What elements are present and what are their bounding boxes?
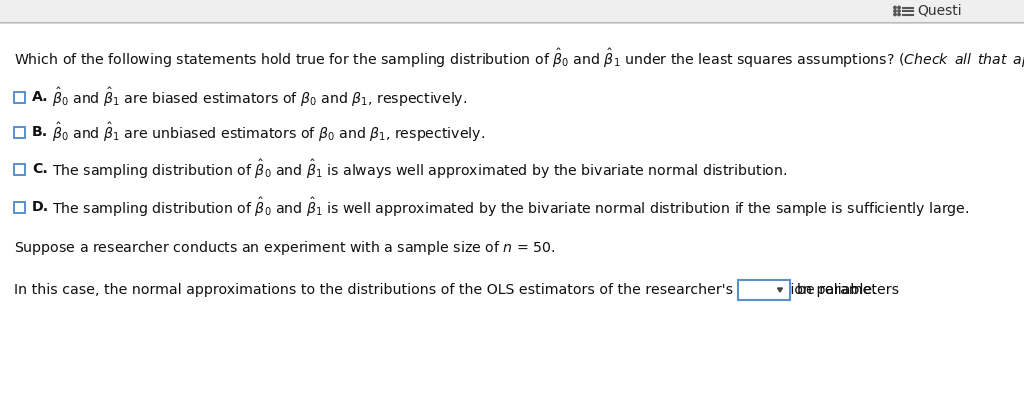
Text: C.: C. bbox=[32, 162, 48, 176]
Text: Which of the following statements hold true for the sampling distribution of $\h: Which of the following statements hold t… bbox=[14, 47, 1024, 70]
Bar bbox=[14, 127, 25, 138]
Text: Questi: Questi bbox=[918, 4, 962, 18]
Text: $\hat{\beta}_0$ and $\hat{\beta}_1$ are unbiased estimators of $\beta_0$ and $\b: $\hat{\beta}_0$ and $\hat{\beta}_1$ are … bbox=[52, 120, 485, 143]
Text: A.: A. bbox=[32, 90, 48, 104]
Circle shape bbox=[898, 13, 900, 16]
Circle shape bbox=[894, 10, 896, 12]
Bar bbox=[738, 280, 790, 300]
Text: $\hat{\beta}_0$ and $\hat{\beta}_1$ are biased estimators of $\beta_0$ and $\bet: $\hat{\beta}_0$ and $\hat{\beta}_1$ are … bbox=[52, 85, 467, 108]
Text: be reliable.: be reliable. bbox=[797, 283, 877, 297]
Circle shape bbox=[898, 10, 900, 12]
Text: D.: D. bbox=[32, 200, 49, 214]
Polygon shape bbox=[777, 288, 782, 292]
Text: Suppose a researcher conducts an experiment with a sample size of $n$ = 50.: Suppose a researcher conducts an experim… bbox=[14, 239, 555, 257]
Text: B.: B. bbox=[32, 125, 48, 139]
Bar bbox=[14, 92, 25, 103]
Circle shape bbox=[898, 6, 900, 9]
Bar bbox=[0, 0, 1024, 22]
Text: The sampling distribution of $\hat{\beta}_0$ and $\hat{\beta}_1$ is always well : The sampling distribution of $\hat{\beta… bbox=[52, 157, 787, 181]
Circle shape bbox=[894, 6, 896, 9]
Bar bbox=[14, 202, 25, 213]
Text: In this case, the normal approximations to the distributions of the OLS estimato: In this case, the normal approximations … bbox=[14, 283, 899, 297]
Circle shape bbox=[894, 13, 896, 16]
Text: The sampling distribution of $\hat{\beta}_0$ and $\hat{\beta}_1$ is well approxi: The sampling distribution of $\hat{\beta… bbox=[52, 195, 970, 219]
Bar bbox=[14, 163, 25, 174]
